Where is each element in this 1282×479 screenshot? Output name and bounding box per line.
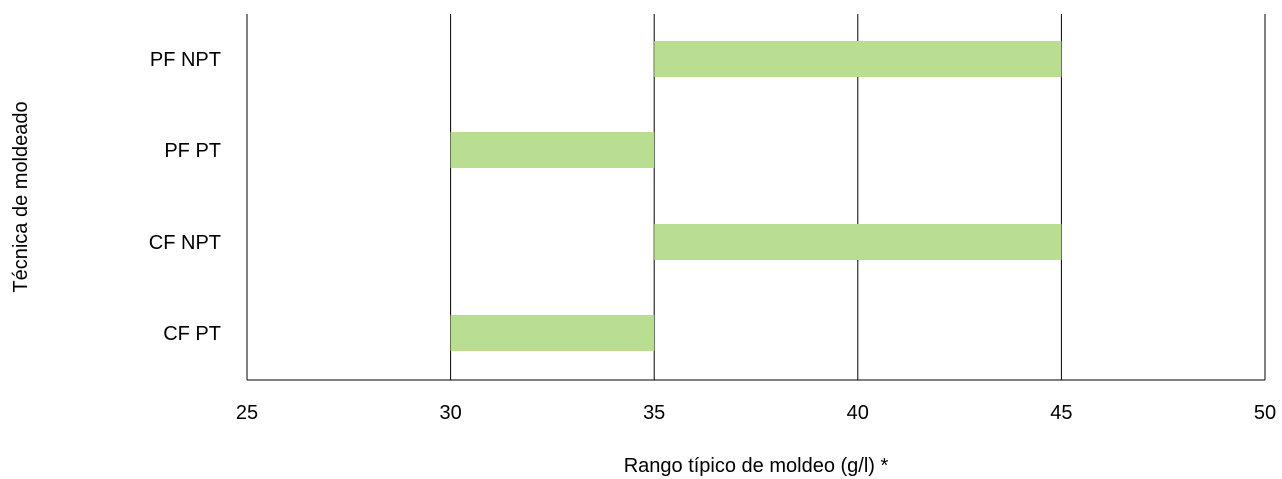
x-tick-label: 45 [1050, 402, 1072, 424]
x-tick-label: 35 [643, 402, 665, 424]
category-label: PF PT [164, 140, 221, 162]
x-axis-title: Rango típico de moldeo (g/l) * [624, 455, 889, 477]
y-axis-title: Técnica de moldeado [10, 101, 32, 292]
category-label: CF PT [163, 323, 221, 345]
category-labels: PF NPT PF PT CF NPT CF PT [149, 49, 221, 345]
axes [246, 14, 1265, 381]
range-bar [450, 315, 655, 351]
x-tick-label: 30 [439, 402, 461, 424]
bars [450, 41, 1062, 351]
range-bar [654, 224, 1062, 260]
range-bar [654, 41, 1062, 77]
x-tick-label: 50 [1254, 402, 1276, 424]
category-label: CF NPT [149, 232, 221, 254]
x-tick-labels: 25 30 35 40 45 50 [236, 402, 1276, 424]
range-bar [450, 132, 655, 168]
x-tick-label: 25 [236, 402, 258, 424]
x-tick-label: 40 [847, 402, 869, 424]
category-label: PF NPT [150, 49, 221, 71]
